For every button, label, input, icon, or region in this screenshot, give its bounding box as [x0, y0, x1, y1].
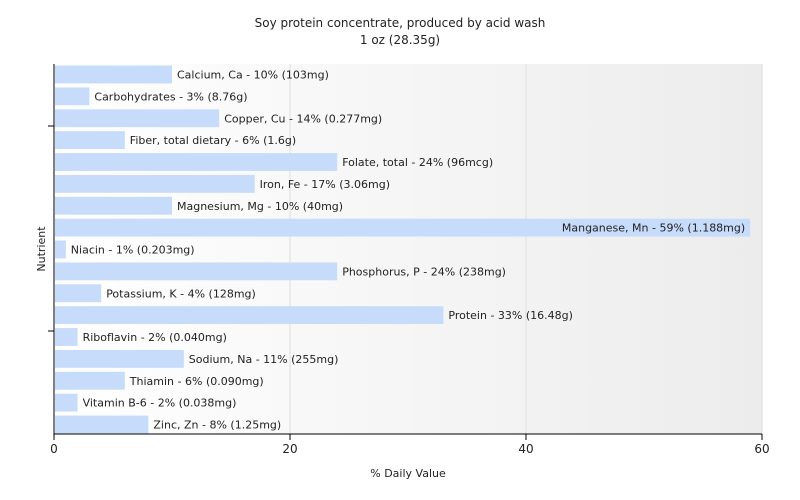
bar-16 [55, 415, 149, 434]
bar-label-4: Folate, total - 24% (96mcg) [342, 156, 493, 169]
y-axis-label: Nutrient [35, 226, 48, 272]
bar-8 [55, 240, 66, 259]
bar-label-3: Fiber, total dietary - 6% (1.6g) [130, 134, 296, 147]
x-tick-label-2: 40 [518, 442, 533, 456]
x-tick-label-1: 20 [282, 442, 297, 456]
bar-label-10: Potassium, K - 4% (128mg) [106, 287, 256, 300]
bars: Calcium, Ca - 10% (103mg) Carbohydrates -… [55, 65, 751, 434]
bar-7 [55, 218, 751, 237]
bar-label-1: Carbohydrates - 3% (8.76g) [94, 90, 247, 103]
bar-4 [55, 153, 338, 171]
x-tick-label-0: 0 [50, 442, 58, 456]
bar-label-5: Iron, Fe - 17% (3.06mg) [260, 178, 390, 191]
x-axis-label: % Daily Value [370, 467, 446, 480]
bar-label-0: Calcium, Ca - 10% (103mg) [177, 69, 329, 82]
bar-label-16: Zinc, Zn - 8% (1.25mg) [153, 419, 281, 432]
x-tick-label-3: 60 [754, 442, 769, 456]
bar-label-8: Niacin - 1% (0.203mg) [71, 244, 195, 257]
bar-14 [55, 371, 125, 390]
bar-label-6: Magnesium, Mg - 10% (40mg) [177, 200, 343, 213]
bar-label-9: Phosphorus, P - 24% (238mg) [342, 265, 506, 278]
bar-15 [55, 393, 78, 412]
bar-2 [55, 109, 220, 128]
bar-0 [55, 65, 172, 84]
bar-9 [55, 262, 338, 281]
bar-label-15: Vitamin B-6 - 2% (0.038mg) [83, 397, 237, 410]
bar-11 [55, 306, 444, 325]
bar-label-2: Copper, Cu - 14% (0.277mg) [224, 112, 382, 125]
axes: 0 20 40 60 [48, 64, 770, 456]
bar-label-13: Sodium, Na - 11% (255mg) [189, 353, 339, 366]
grid-lines [289, 64, 763, 434]
bar-12 [55, 328, 78, 346]
bar-6 [55, 196, 172, 215]
bar-10 [55, 284, 102, 303]
bar-13 [55, 349, 184, 368]
bar-3 [55, 131, 125, 150]
bar-label-7: Manganese, Mn - 59% (1.188mg) [562, 222, 745, 235]
bar-1 [55, 87, 90, 106]
bar-label-12: Riboflavin - 2% (0.040mg) [83, 331, 227, 344]
bar-5 [55, 174, 255, 193]
chart-title: Soy protein concentrate, produced by aci… [255, 16, 546, 30]
bar-label-11: Protein - 33% (16.48g) [448, 309, 573, 322]
bar-label-14: Thiamin - 6% (0.090mg) [129, 375, 264, 388]
chart-subtitle: 1 oz (28.35g) [360, 33, 440, 47]
